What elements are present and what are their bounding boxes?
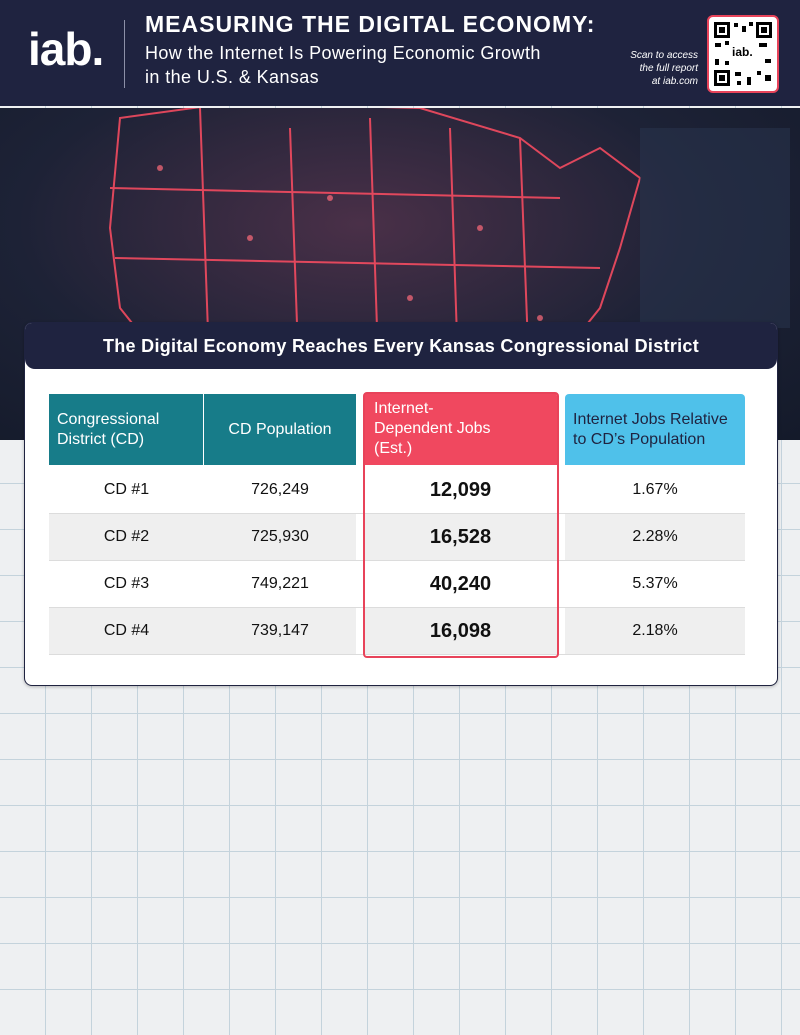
table-cell: 725,930 <box>251 528 309 545</box>
divider <box>124 20 125 88</box>
column-header: Internet-Dependent Jobs (Est.) <box>364 392 557 465</box>
title: MEASURING THE DIGITAL ECONOMY: <box>145 11 596 37</box>
column-header: CD Population <box>204 394 356 465</box>
table-cell: 749,221 <box>251 575 309 592</box>
row-band <box>364 514 557 560</box>
qr-pattern <box>714 22 772 86</box>
highlight-border <box>363 392 559 658</box>
column-header: Internet Jobs Relative to CD’s Populatio… <box>565 394 745 465</box>
subtitle: in the U.S. & Kansas <box>145 67 320 87</box>
table-cell: 12,099 <box>429 478 492 501</box>
table-cell: 739,147 <box>251 622 309 639</box>
row-band <box>49 608 356 654</box>
row-divider <box>49 513 745 514</box>
table-cell: CD #2 <box>103 528 150 545</box>
column-header: Congressional District (CD) <box>49 394 204 465</box>
row-band <box>364 608 557 654</box>
table-cell: CD #3 <box>103 575 150 592</box>
table-cell: CD #4 <box>103 622 150 639</box>
card-title: The Digital Economy Reaches Every Kansas… <box>102 336 700 356</box>
table-cell: 2.28% <box>632 528 678 545</box>
row-divider <box>49 560 745 561</box>
table-cell: 726,249 <box>251 481 309 498</box>
row-band <box>565 514 745 560</box>
table-cell: 2.18% <box>632 622 678 639</box>
table-cell: 5.37% <box>632 575 678 592</box>
card-title-bar <box>25 323 777 369</box>
logo: iab. <box>28 23 104 75</box>
scan-text: at iab.com <box>651 76 698 87</box>
qr-label: iab. <box>731 45 754 59</box>
row-divider <box>49 607 745 608</box>
row-divider <box>49 654 745 655</box>
subtitle: How the Internet Is Powering Economic Gr… <box>145 43 541 63</box>
scan-text: Scan to access <box>630 50 698 61</box>
row-band <box>49 514 356 560</box>
table-cell: 40,240 <box>429 572 492 595</box>
qr-code <box>707 15 779 93</box>
scan-text: the full report <box>639 63 698 74</box>
table-cell: CD #1 <box>103 481 150 498</box>
header: iab. MEASURING THE DIGITAL ECONOMY: How … <box>0 0 800 106</box>
table-cell: 1.67% <box>632 481 678 498</box>
row-band <box>565 608 745 654</box>
table-cell: 16,528 <box>429 525 492 548</box>
table-cell: 16,098 <box>429 619 492 642</box>
